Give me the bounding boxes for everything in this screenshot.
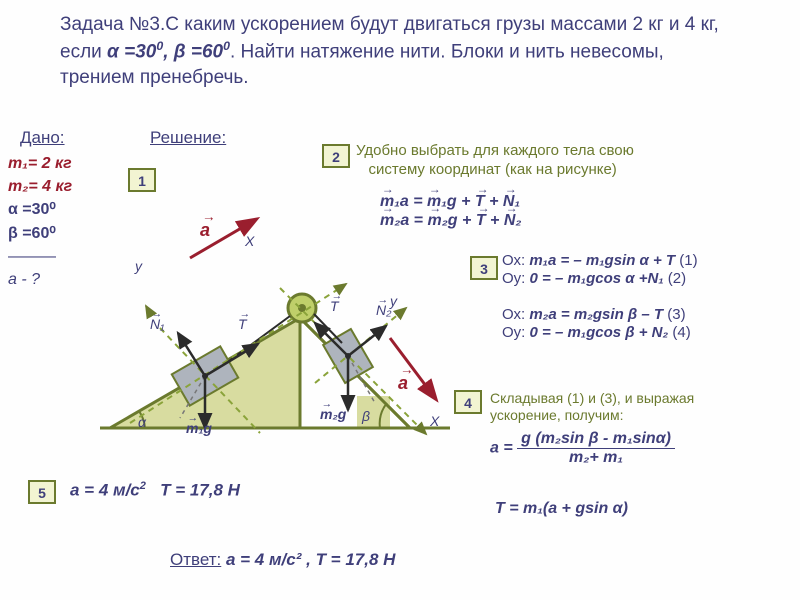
problem-title: Задача №3.С каким ускорением будут двига… [0,0,800,98]
x2-label: X [430,413,439,429]
answer: Ответ: a = 4 м/с² , T = 17,8 Н [170,550,395,570]
alpha-label: α [138,414,146,430]
result-values: а = 4 м/с2 T = 17,8 Н [70,480,240,501]
step-1-box: 1 [128,168,156,192]
step-5-box: 5 [28,480,56,504]
projection-equations: Ох: m₁a = – m₁gsin α + T (1) Оу: 0 = – m… [502,252,800,342]
t2-label: T [330,298,339,314]
given-header: Дано: [20,128,65,148]
y1-label: y [135,258,142,274]
step-2-box: 2 [322,144,350,168]
x1-label: X [245,233,254,249]
beta-label: β [362,408,370,424]
a2-label: a [398,373,408,394]
t1-label: T [238,316,247,332]
tension-formula: T = m₁(a + gsin α) [495,500,628,518]
given-alpha: α =30⁰ [8,198,72,221]
n2-label: N₂ [376,302,391,318]
m2g-label: m₂g [320,406,346,422]
step-2-text: Удобно выбрать для каждого тела свою сис… [356,142,776,180]
m1g-label: m₁g [186,420,212,436]
step-3-box: 3 [470,256,498,280]
acceleration-formula: a = g (m₂sin β - m₁sinα)m₂+ m₁ [490,430,770,467]
a1-label: a [200,220,210,241]
physics-diagram: α β y X y X N₁ N₂ T T m₁g m₂g a a [90,198,460,458]
given-question: a - ? [8,268,72,291]
given-m2: m₂= 4 кг [8,175,72,198]
step-4-text: Складывая (1) и (3), и выражаяускорение,… [490,390,800,424]
given-block: m₁= 2 кг m₂= 4 кг α =30⁰ β =60⁰ ——— a - … [8,152,72,291]
n1-label: N₁ [150,316,165,332]
given-m1: m₁= 2 кг [8,152,72,175]
given-beta: β =60⁰ [8,222,72,245]
solution-header: Решение: [150,128,226,148]
